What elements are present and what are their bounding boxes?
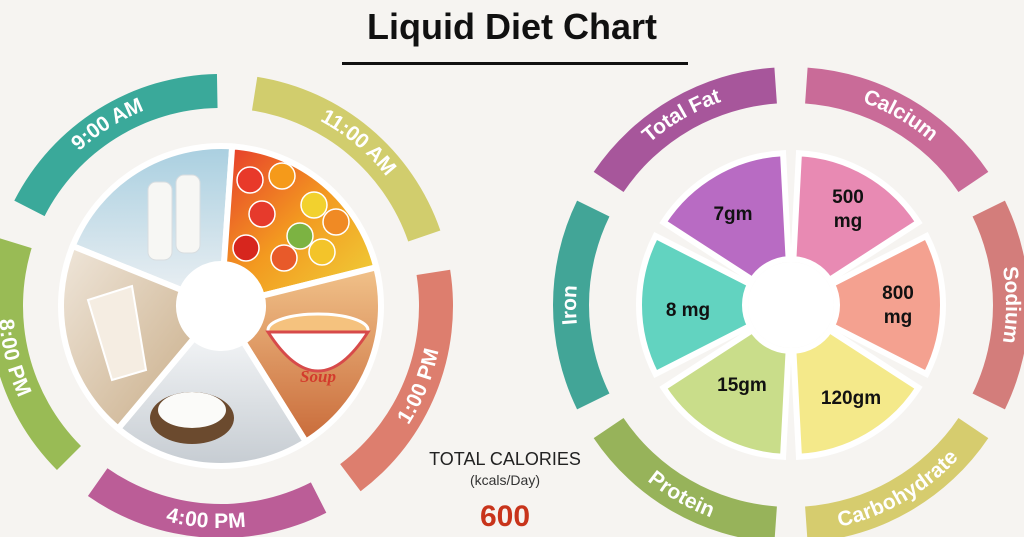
nutrient-value-iron: 8 mg [666, 300, 710, 321]
nutrient-slice-sodium [827, 231, 946, 379]
nutrient-segment-iron [553, 200, 610, 410]
nutrient-value-protein: 15gm [717, 375, 767, 396]
fruit-8 [308, 238, 336, 266]
page-title: Liquid Diet Chart [367, 6, 657, 47]
nutrient-label-carbohydrate: Carbohydrate [835, 445, 962, 531]
nutrient-slice-iron [636, 231, 755, 379]
nutrient-segment-carbohydrate [805, 417, 989, 537]
nutrient-segment-protein [593, 417, 777, 537]
time-segment-8-00-pm [0, 238, 81, 471]
nutrient-value-slices: 7gm 500 mg 800 mg 120gm 15gm 8 mg [636, 150, 946, 460]
time-label-11-00-am: 11:00 AM [317, 104, 400, 179]
fruit-1 [236, 166, 264, 194]
time-segment-1-00-pm [340, 269, 454, 492]
nutrient-value-calcium: 500 mg [832, 187, 864, 232]
fruit-4 [248, 200, 276, 228]
fruit-6 [322, 208, 350, 236]
milk-bottle-2 [175, 174, 201, 254]
left-center-hole [181, 266, 261, 346]
soup-bowl-lettering: Soup [300, 367, 336, 386]
time-segment-11-00-am [251, 76, 441, 242]
total-calories-label: TOTAL CALORIES [429, 449, 581, 469]
time-segment-4-00-pm [87, 468, 327, 537]
title-underline [342, 62, 688, 65]
calories-value: 600 [479, 500, 531, 533]
fruit-2 [268, 162, 296, 190]
milk-bottle-1 [147, 181, 173, 261]
nutrient-slice-calcium [790, 150, 923, 285]
nutrient-value-total-fat: 7gm [713, 204, 752, 225]
nutrient-slice-carbohydrate [790, 325, 923, 460]
fruit-7 [232, 234, 260, 262]
fruit-3 [300, 191, 328, 219]
nutrient-slice-protein [659, 325, 792, 460]
decorations: Soup [86, 162, 371, 444]
nutrient-slice-total-fat [659, 150, 792, 285]
nutrient-segment-sodium [972, 200, 1024, 410]
nutrient-segment-total-fat [593, 67, 777, 193]
nutrient-segment-calcium [805, 67, 989, 193]
time-segment-9-00-am [14, 74, 218, 217]
fruit-9 [270, 244, 298, 272]
calories-unit: (kcals/Day) [469, 472, 540, 488]
milkshake-glass [86, 284, 148, 382]
nutrient-value-sodium: 800 mg [882, 283, 914, 328]
right-center-hole [748, 262, 834, 348]
soup-bowl-body [265, 330, 371, 373]
nutrient-label-sodium: Sodium [998, 265, 1024, 345]
fruit-5 [286, 222, 314, 250]
coconut-flesh [158, 392, 226, 428]
nutrient-value-carbohydrate: 120gm [821, 388, 881, 409]
nutrient-label-iron: Iron [558, 284, 582, 325]
